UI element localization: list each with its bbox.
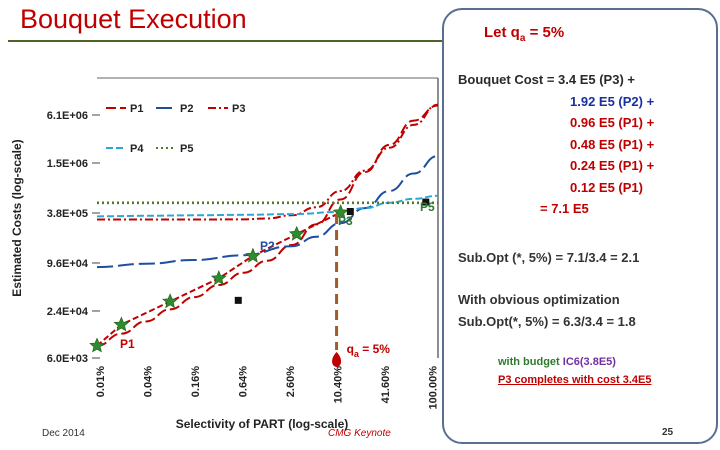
series-line-p2 (96, 154, 439, 269)
qa-label: qa = 5% (347, 342, 391, 359)
x-axis-label: Selectivity of PART (log-scale) (176, 417, 348, 431)
cost-line: 0.12 E5 (P1) (570, 179, 643, 195)
explanation-panel: Let qa = 5% Bouquet Cost = 3.4 E5 (P3) +… (442, 8, 718, 444)
plan-label-p5: P5 (420, 200, 435, 214)
series-layer (96, 103, 439, 347)
legend-label-p2: P2 (180, 103, 193, 115)
qa-marker: qa = 5% (332, 214, 390, 367)
bouquet-star-marker (210, 270, 227, 286)
slide-title: Bouquet Execution (20, 4, 247, 34)
bouquet-star-marker (162, 293, 178, 309)
y-tick-label: 6.0E+03 (47, 353, 88, 365)
cost-line: = 7.1 E5 (540, 201, 589, 216)
page-number: 25 (662, 427, 674, 438)
cost-line: 0.24 E5 (P1) + (570, 158, 655, 173)
y-tick-label: 6.1E+06 (47, 110, 88, 122)
x-tick-label: 0.16% (190, 366, 202, 397)
subopt-line: Sub.Opt (*, 5%) = 7.1/3.4 = 2.1 (458, 250, 640, 265)
qa-label-q: q (347, 342, 354, 356)
x-tick-label: 0.04% (143, 366, 155, 397)
bouquet-star-marker (113, 316, 130, 332)
legend-label-p3: P3 (232, 103, 245, 115)
y-tick-layer: 6.1E+06 1.5E+06 3.8E+05 9.6E+04 2.4E+04 6.0E+… (47, 110, 100, 365)
y-tick-label: 3.8E+05 (47, 208, 88, 220)
title-rule (8, 40, 473, 42)
cost-line: 0.48 E5 (P1) + (570, 136, 655, 152)
qa-label-value: = 5% (359, 342, 390, 356)
x-tick-label: 10.40% (333, 366, 345, 404)
x-tick-label: 0.64% (238, 366, 250, 397)
chart-legend: P1 P2 P3 P4 P5 (106, 103, 245, 155)
budget-line-2: P3 completes with cost 3.4E5 (498, 374, 652, 386)
bouquet-star-marker (332, 204, 349, 220)
plan-label-p2: P2 (260, 239, 275, 253)
x-tick-label: 2.60% (285, 366, 297, 397)
cost-line: Bouquet Cost = 3.4 E5 (P3) + (458, 72, 635, 87)
y-tick-label: 1.5E+06 (47, 158, 88, 170)
x-tick-label: 0.01% (95, 366, 107, 397)
qa-label-sub: a (354, 349, 360, 359)
legend-label-p4: P4 (130, 143, 144, 155)
switch-point-marker (234, 296, 242, 304)
switch-point-marker (346, 208, 354, 216)
let-sub: a (519, 33, 526, 44)
bouquet-star-marker (288, 225, 305, 241)
budget-line-1: with budget IC6(3.8E5) (498, 356, 616, 368)
x-tick-layer: 0.01% 0.04% 0.16% 0.64% 2.60% 10.40% 41.60% 100… (95, 366, 440, 410)
chart-gridlines (97, 77, 439, 358)
bouquet-layer (89, 198, 430, 353)
cost-line: 1.92 E5 (P2) + (570, 93, 655, 109)
let-text: Let q (484, 24, 520, 41)
bouquet-star-marker (245, 247, 261, 263)
plan-label-p3: P3 (338, 214, 353, 228)
bouquet-star-marker (89, 337, 105, 353)
budget-prefix: with budget (498, 356, 563, 368)
plan-label-p1: P1 (120, 337, 135, 351)
y-tick-label: 2.4E+04 (47, 306, 89, 318)
cost-line: 0.96 E5 (P1) + (570, 115, 655, 130)
legend-label-p5: P5 (180, 143, 193, 155)
optimization-line-1: With obvious optimization (458, 292, 620, 307)
query-location-line: Let qa = 5% (484, 24, 564, 44)
x-tick-label: 100.00% (428, 366, 440, 410)
optimization-line-2: Sub.Opt(*, 5%) = 6.3/3.4 = 1.8 (458, 314, 636, 329)
qa-droplet-icon (332, 352, 342, 367)
series-line-p1 (96, 104, 439, 347)
y-axis-label: Estimated Costs (log-scale) (10, 139, 24, 296)
footer-event: CMG Keynote (328, 428, 391, 439)
series-line-p4 (96, 194, 439, 218)
let-value: = 5% (525, 24, 565, 41)
footer-date: Dec 2014 (42, 428, 85, 439)
y-tick-label: 9.6E+04 (47, 258, 89, 270)
x-tick-label: 41.60% (380, 366, 392, 404)
legend-label-p1: P1 (130, 103, 143, 115)
budget-value: IC6(3.8E5) (562, 356, 616, 368)
series-line-p3 (96, 103, 439, 221)
plan-labels: P1 P2 P3 P5 (120, 200, 435, 351)
switch-point-marker (422, 198, 430, 206)
